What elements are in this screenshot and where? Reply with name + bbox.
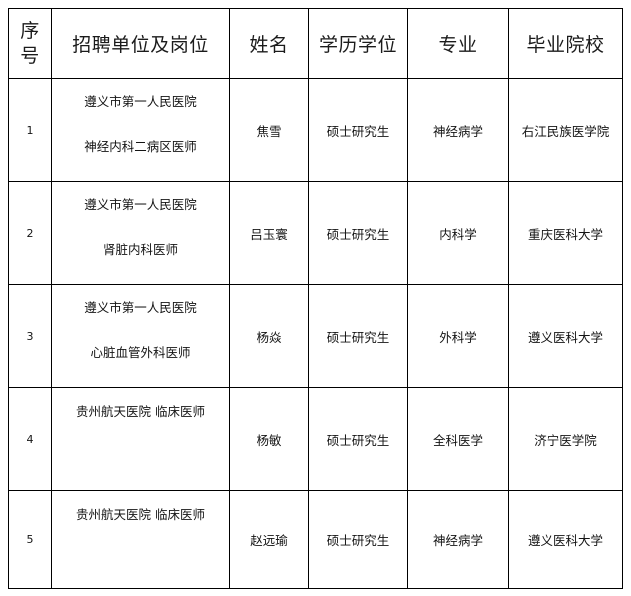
table-header: 序 号 招聘单位及岗位 姓名 学历学位 专业 毕业院校 [8,8,623,79]
row-unit: 遵义市第一人民医院 肾脏内科医师 [51,181,230,285]
column-header-name: 姓名 [229,8,309,79]
row-major: 全科医学 [407,387,509,491]
row-major-text: 全科医学 [432,432,483,448]
row-name-text: 吕玉寰 [250,226,288,242]
row-degree-text: 硕士研究生 [326,123,390,139]
row-unit-line1: 贵州航天医院 临床医师 [76,507,205,522]
row-major: 外科学 [407,284,509,388]
row-degree-text: 硕士研究生 [326,226,390,242]
table-row: 5 贵州航天医院 临床医师 赵远瑜 硕士研究生 神经病学 遵义医科大学 [8,490,623,589]
row-school-text: 济宁医学院 [534,432,597,448]
row-school: 重庆医科大学 [508,181,623,285]
row-degree: 硕士研究生 [308,284,408,388]
row-degree-text: 硕士研究生 [326,329,390,345]
row-name: 杨焱 [229,284,309,388]
row-unit-line2: 神经内科二病区医师 [84,138,197,154]
row-school-text: 重庆医科大学 [527,226,603,242]
row-major-text: 内科学 [439,226,477,242]
row-school-text: 遵义医科大学 [527,329,603,345]
row-school: 遵义医科大学 [508,490,623,589]
column-header-unit: 招聘单位及岗位 [51,8,230,79]
row-name: 焦雪 [229,78,309,182]
row-unit-line1: 遵义市第一人民医院 [84,196,197,212]
row-index: 2 [8,181,52,285]
row-index: 5 [8,490,52,589]
row-degree: 硕士研究生 [308,181,408,285]
row-unit-line2: 心脏血管外科医师 [90,344,191,360]
row-major: 内科学 [407,181,509,285]
row-degree-text: 硕士研究生 [326,533,390,548]
column-header-index: 序 号 [8,8,52,79]
row-unit: 遵义市第一人民医院 神经内科二病区医师 [51,78,230,182]
row-unit: 贵州航天医院 临床医师 [51,490,230,589]
row-name: 杨敏 [229,387,309,491]
row-school-text: 遵义医科大学 [527,533,603,548]
row-name-text: 杨敏 [256,432,282,448]
table-row: 4 贵州航天医院 临床医师 杨敏 硕士研究生 全科医学 济宁医学院 [8,387,623,491]
row-degree: 硕士研究生 [308,78,408,182]
row-name-text: 赵远瑜 [250,533,288,548]
row-school: 济宁医学院 [508,387,623,491]
row-unit-line1: 贵州航天医院 临床医师 [76,404,205,419]
column-header-degree: 学历学位 [308,8,408,79]
row-name-text: 焦雪 [256,123,282,139]
column-header-major: 专业 [407,8,509,79]
row-degree-text: 硕士研究生 [326,432,390,448]
row-name: 赵远瑜 [229,490,309,589]
applicants-table: 序 号 招聘单位及岗位 姓名 学历学位 专业 毕业院校 1 遵义市第一人民医院 … [8,8,623,589]
table-row: 2 遵义市第一人民医院 肾脏内科医师 吕玉寰 硕士研究生 内科学 [8,181,623,285]
row-school: 右江民族医学院 [508,78,623,182]
table-row: 1 遵义市第一人民医院 神经内科二病区医师 焦雪 硕士研究生 神经病学 [8,78,623,182]
table-body: 1 遵义市第一人民医院 神经内科二病区医师 焦雪 硕士研究生 神经病学 [8,78,623,589]
row-index: 1 [8,78,52,182]
row-major: 神经病学 [407,490,509,589]
row-major-text: 神经病学 [432,123,483,139]
column-header-school: 毕业院校 [508,8,623,79]
row-index: 3 [8,284,52,388]
row-unit-line1: 遵义市第一人民医院 [84,299,197,315]
row-school-text: 右江民族医学院 [521,123,610,139]
row-degree: 硕士研究生 [308,490,408,589]
column-header-index-line2: 号 [20,44,40,67]
row-major-text: 外科学 [439,329,477,345]
row-index: 4 [8,387,52,491]
row-major-text: 神经病学 [432,533,483,548]
row-name: 吕玉寰 [229,181,309,285]
row-major: 神经病学 [407,78,509,182]
column-header-index-line1: 序 [20,19,40,42]
table-row: 3 遵义市第一人民医院 心脏血管外科医师 杨焱 硕士研究生 外科学 [8,284,623,388]
row-unit-line2: 肾脏内科医师 [102,241,178,257]
row-unit-line1: 遵义市第一人民医院 [84,93,197,109]
row-degree: 硕士研究生 [308,387,408,491]
row-unit: 遵义市第一人民医院 心脏血管外科医师 [51,284,230,388]
row-name-text: 杨焱 [256,329,282,345]
row-unit: 贵州航天医院 临床医师 [51,387,230,491]
table-header-row: 序 号 招聘单位及岗位 姓名 学历学位 专业 毕业院校 [8,8,623,79]
row-school: 遵义医科大学 [508,284,623,388]
